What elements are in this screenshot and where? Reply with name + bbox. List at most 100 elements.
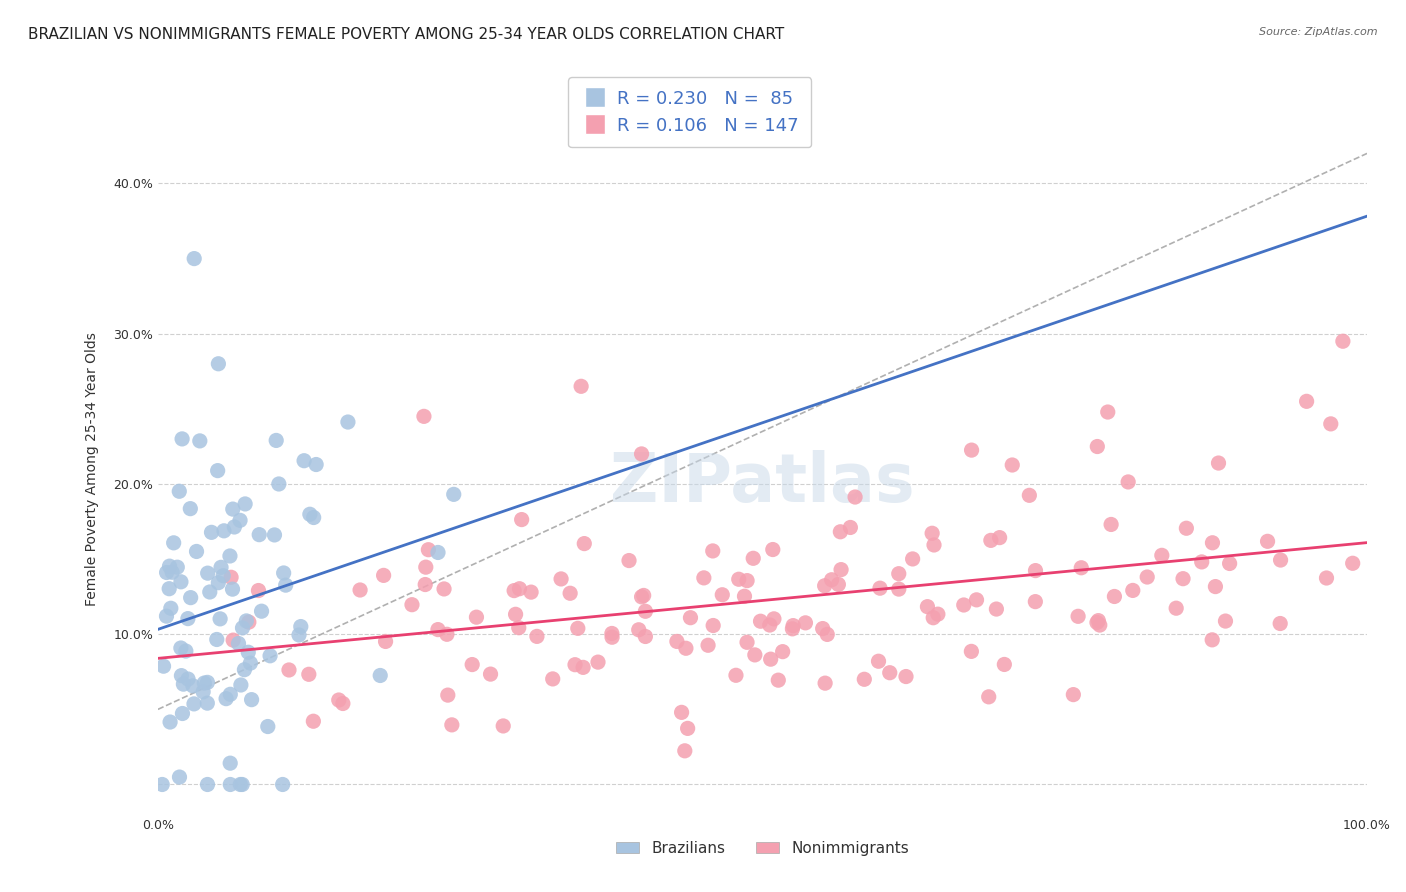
Point: [600, 630, 623, 644]
Point: [671, 706, 693, 720]
Point: [821, 573, 844, 587]
Point: [630, 447, 652, 461]
Point: [278, 663, 301, 677]
Point: [980, 533, 1002, 548]
Point: [238, 645, 260, 659]
Point: [830, 563, 852, 577]
Point: [221, 582, 243, 596]
Point: [1171, 572, 1194, 586]
Point: [437, 688, 460, 702]
Point: [219, 549, 242, 563]
Point: [811, 622, 834, 636]
Point: [247, 527, 270, 541]
Point: [1088, 618, 1111, 632]
Point: [567, 621, 589, 635]
Point: [782, 618, 804, 632]
Point: [427, 545, 450, 559]
Point: [1270, 616, 1292, 631]
Point: [374, 634, 396, 648]
Point: [172, 706, 194, 721]
Point: [1024, 564, 1046, 578]
Point: [724, 668, 747, 682]
Point: [1341, 556, 1364, 570]
Point: [1257, 534, 1279, 549]
Point: [526, 629, 548, 643]
Point: [219, 777, 242, 791]
Point: [229, 678, 252, 692]
Point: [503, 583, 526, 598]
Point: [735, 574, 758, 588]
Point: [510, 512, 533, 526]
Point: [238, 615, 260, 629]
Point: [1204, 580, 1226, 594]
Point: [288, 628, 311, 642]
Point: [209, 612, 232, 626]
Point: [461, 657, 484, 672]
Point: [250, 604, 273, 618]
Point: [1295, 394, 1317, 409]
Point: [676, 722, 699, 736]
Point: [401, 598, 423, 612]
Point: [1175, 521, 1198, 535]
Point: [993, 657, 1015, 672]
Point: [159, 601, 181, 615]
Point: [336, 415, 359, 429]
Point: [887, 582, 910, 596]
Point: [169, 484, 191, 499]
Point: [183, 697, 205, 711]
Point: [413, 409, 436, 424]
Point: [1191, 555, 1213, 569]
Point: [170, 574, 193, 589]
Point: [290, 619, 312, 633]
Point: [212, 524, 235, 538]
Point: [186, 544, 208, 558]
Point: [894, 669, 917, 683]
Point: [697, 638, 720, 652]
Point: [759, 652, 782, 666]
Point: [960, 644, 983, 658]
Point: [231, 777, 253, 791]
Point: [256, 719, 278, 733]
Point: [749, 614, 772, 628]
Point: [1150, 549, 1173, 563]
Point: [239, 656, 262, 670]
Point: [298, 667, 321, 681]
Point: [520, 585, 543, 599]
Point: [170, 668, 193, 682]
Point: [172, 677, 194, 691]
Point: [302, 510, 325, 524]
Point: [264, 434, 287, 448]
Point: [271, 777, 294, 791]
Point: [492, 719, 515, 733]
Point: [179, 501, 201, 516]
Point: [219, 687, 242, 701]
Point: [986, 602, 1008, 616]
Point: [180, 591, 202, 605]
Point: [1018, 488, 1040, 502]
Point: [159, 559, 181, 574]
Point: [917, 599, 939, 614]
Point: [155, 566, 177, 580]
Point: [193, 676, 215, 690]
Point: [155, 609, 177, 624]
Point: [679, 610, 702, 624]
Point: [617, 553, 640, 567]
Point: [224, 520, 246, 534]
Point: [977, 690, 1000, 704]
Point: [413, 577, 436, 591]
Point: [191, 685, 214, 699]
Point: [768, 673, 790, 688]
Point: [188, 434, 211, 448]
Point: [160, 566, 183, 580]
Point: [479, 667, 502, 681]
Point: [966, 592, 988, 607]
Point: [228, 636, 250, 650]
Point: [879, 665, 901, 680]
Point: [157, 582, 180, 596]
Point: [844, 490, 866, 504]
Point: [215, 691, 238, 706]
Point: [762, 612, 785, 626]
Point: [505, 607, 527, 622]
Point: [174, 644, 197, 658]
Point: [373, 568, 395, 582]
